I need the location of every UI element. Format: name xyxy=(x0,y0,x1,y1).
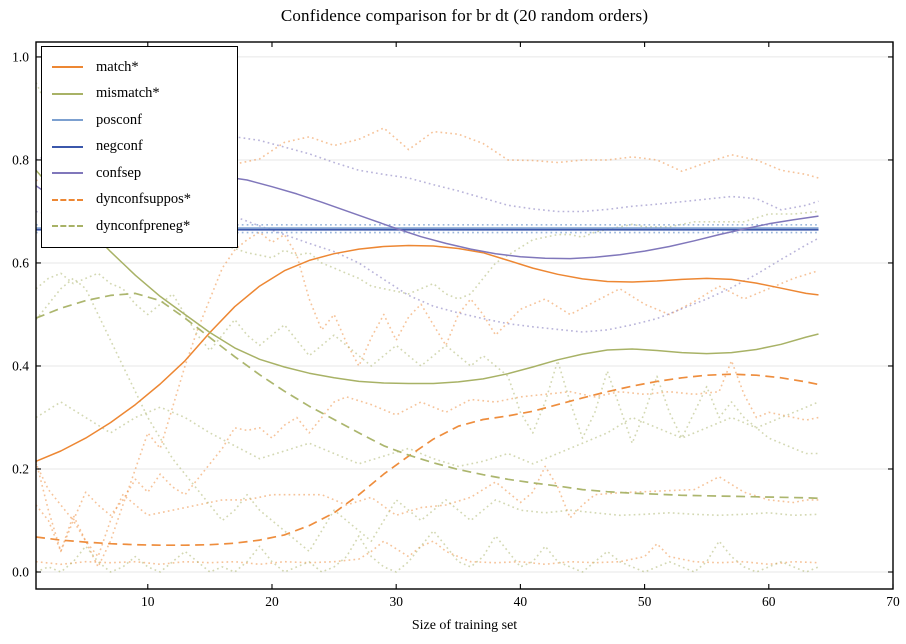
legend-label: posconf xyxy=(96,111,142,128)
confsep-line-swatch xyxy=(52,172,83,175)
y-tick-label: 0.0 xyxy=(12,565,29,580)
x-tick-label: 30 xyxy=(389,594,403,609)
series-dynconfsuppos-run-trace xyxy=(35,465,819,558)
dynconfpreneg-line-swatch xyxy=(52,225,83,228)
legend-label: match* xyxy=(96,58,139,75)
series-dynconfsuppos xyxy=(35,373,819,547)
y-tick-label: 0.6 xyxy=(12,255,29,270)
x-tick-label: 20 xyxy=(265,594,279,609)
y-tick-label: 0.8 xyxy=(12,152,29,167)
y-tick-label: 0.2 xyxy=(12,461,29,476)
match-line-swatch xyxy=(52,66,83,69)
legend-item-match: match* xyxy=(52,54,227,81)
legend-item-dynconfsuppos: dynconfsuppos* xyxy=(52,187,227,214)
series-dynconfsuppos-upper-envelope xyxy=(35,359,819,522)
chart-title: Confidence comparison for br dt (20 rand… xyxy=(280,6,649,25)
dynconfsuppos-line-swatch xyxy=(52,198,83,201)
negconf-line-swatch xyxy=(52,145,83,148)
mismatch-line-swatch xyxy=(52,92,83,95)
series-match-lower-envelope xyxy=(35,231,819,568)
x-tick-label: 70 xyxy=(886,594,900,609)
y-tick-label: 0.4 xyxy=(12,358,29,373)
x-tick-label: 10 xyxy=(141,594,155,609)
x-axis-label: Size of training set xyxy=(411,618,518,633)
x-tick-label: 60 xyxy=(762,594,776,609)
series-dynconfsuppos-lower-envelope xyxy=(35,540,819,566)
x-tick-label: 40 xyxy=(514,594,528,609)
legend-item-confsep: confsep xyxy=(52,160,227,187)
series-dynconfpreneg-upper-envelope xyxy=(35,272,819,455)
legend-item-negconf: negconf xyxy=(52,134,227,161)
series-dynconfpreneg-run-trace xyxy=(35,401,819,468)
legend-label: confsep xyxy=(96,164,142,181)
y-tick-label: 1.0 xyxy=(12,49,29,64)
axes-spines xyxy=(35,41,894,590)
legend-label: dynconfpreneg* xyxy=(96,217,191,234)
x-tick-label: 50 xyxy=(638,594,652,609)
legend-item-mismatch: mismatch* xyxy=(52,81,227,108)
series-dynconfpreneg xyxy=(35,292,819,500)
posconf-line-swatch xyxy=(52,119,83,122)
legend-item-dynconfpreneg: dynconfpreneg* xyxy=(52,213,227,240)
series-mismatch xyxy=(35,169,819,385)
legend-label: dynconfsuppos* xyxy=(96,191,192,208)
series-match xyxy=(35,244,819,462)
legend: match* mismatch* posconf negconf confsep… xyxy=(41,46,238,248)
legend-label: negconf xyxy=(96,138,143,155)
series-mismatch-lower-envelope xyxy=(35,277,819,553)
series-dynconfpreneg-lower-envelope xyxy=(35,529,819,573)
legend-label: mismatch* xyxy=(96,85,160,102)
legend-item-posconf: posconf xyxy=(52,107,227,134)
